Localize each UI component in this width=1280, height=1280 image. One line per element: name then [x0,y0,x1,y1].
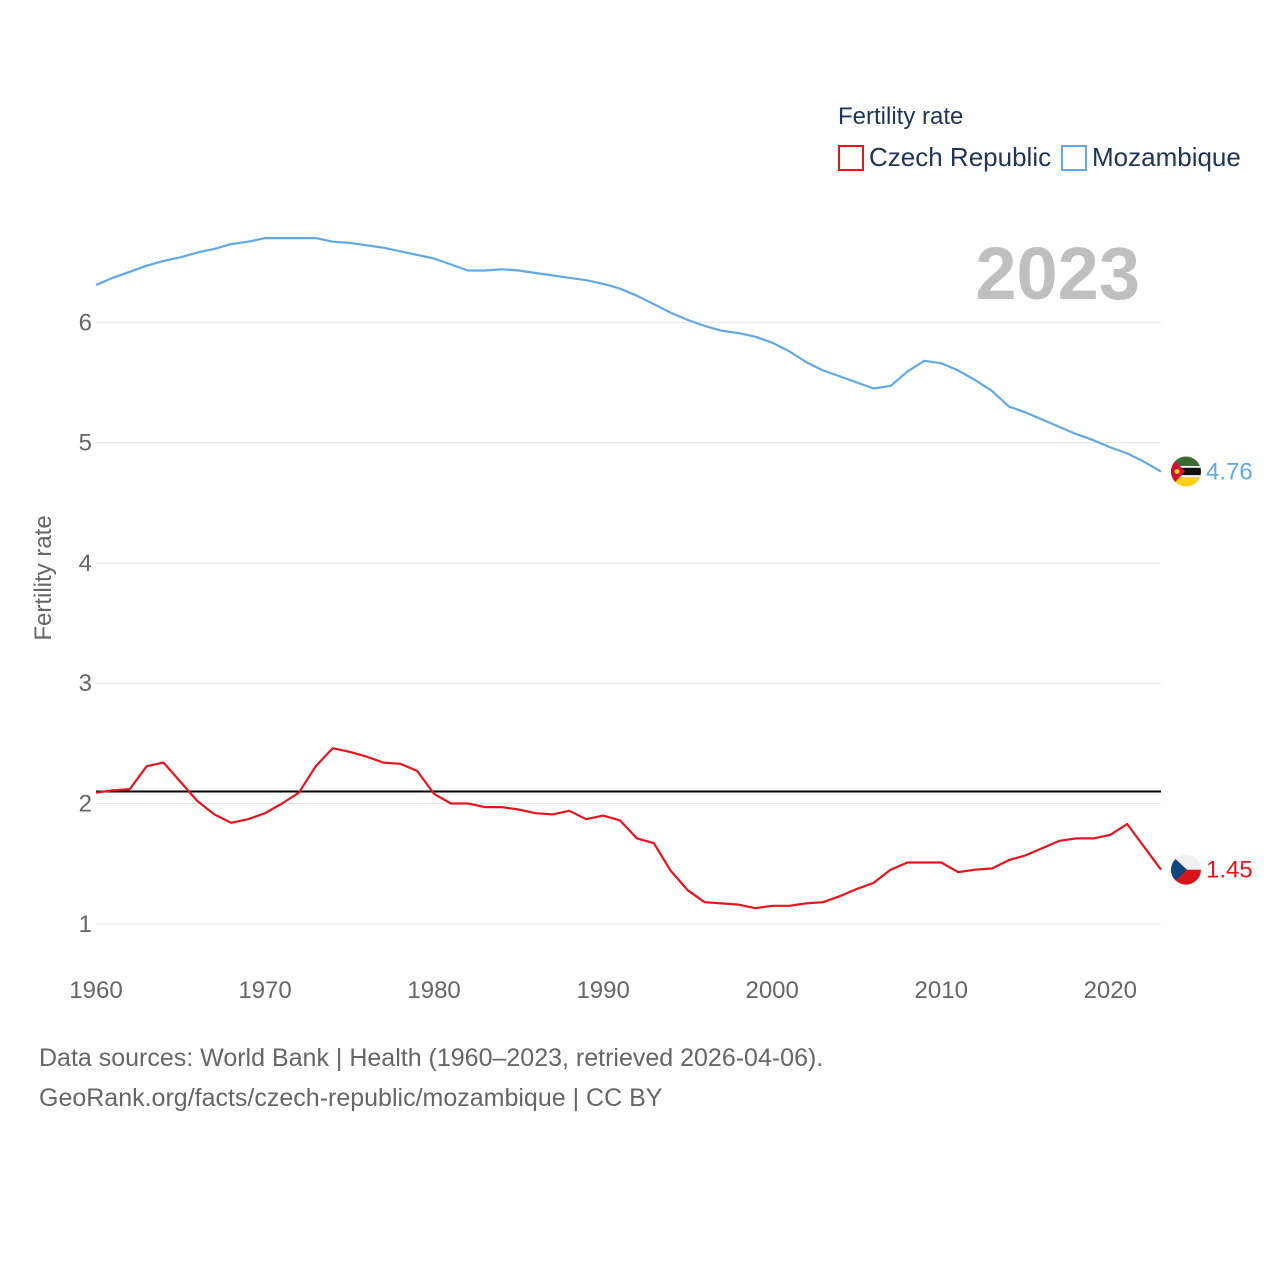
x-tick-label: 2000 [745,977,798,1004]
mozambique-flag-icon [1171,456,1201,487]
x-tick-label: 1990 [576,977,629,1004]
legend-label-czech-republic: Czech Republic [869,142,1051,172]
legend-swatch-czech-republic [838,145,864,171]
y-tick-label: 6 [79,309,92,336]
fertility-rate-chart: 1 2 3 4 5 6 1960 1970 1980 1990 2000 2010 2020 Fert… [30,103,1253,1004]
y-tick-label: 4 [79,550,92,577]
x-tick-label: 2010 [915,977,968,1004]
y-tick-label: 5 [79,430,92,457]
footer-attribution[interactable]: GeoRank.org/facts/czech-republic/mozambi… [39,1084,663,1112]
legend-label-mozambique: Mozambique [1092,142,1241,172]
legend-title: Fertility rate [838,103,963,130]
y-tick-label: 2 [79,791,92,818]
czech-flag-icon [1171,854,1201,885]
x-tick-labels: 1960 1970 1980 1990 2000 2010 2020 [69,977,1137,1004]
x-tick-label: 2020 [1084,977,1137,1004]
y-tick-labels: 1 2 3 4 5 6 [79,309,92,938]
y-axis-label: Fertility rate [30,515,57,640]
series-end-labels: 1.45 4.76 [1171,456,1253,885]
series-lines [95,237,1162,910]
series-line-czech-republic[interactable] [95,747,1162,910]
end-label-mozambique: 4.76 [1206,458,1253,485]
year-label: 2023 [975,232,1140,315]
end-label-czech-republic: 1.45 [1206,857,1253,884]
x-tick-label: 1980 [407,977,460,1004]
series-line-mozambique[interactable] [95,237,1162,473]
legend[interactable]: Fertility rate Czech Republic Mozambique [838,103,1241,172]
footer-sources: Data sources: World Bank | Health (1960–… [39,1044,824,1072]
legend-swatch-mozambique [1061,145,1087,171]
x-tick-label: 1960 [69,977,122,1004]
x-tick-label: 1970 [238,977,291,1004]
gridlines [96,321,1161,925]
y-tick-label: 1 [79,911,92,938]
legend-item-czech-republic[interactable]: Czech Republic [838,142,1051,172]
y-tick-label: 3 [79,670,92,697]
legend-item-mozambique[interactable]: Mozambique [1061,142,1241,172]
